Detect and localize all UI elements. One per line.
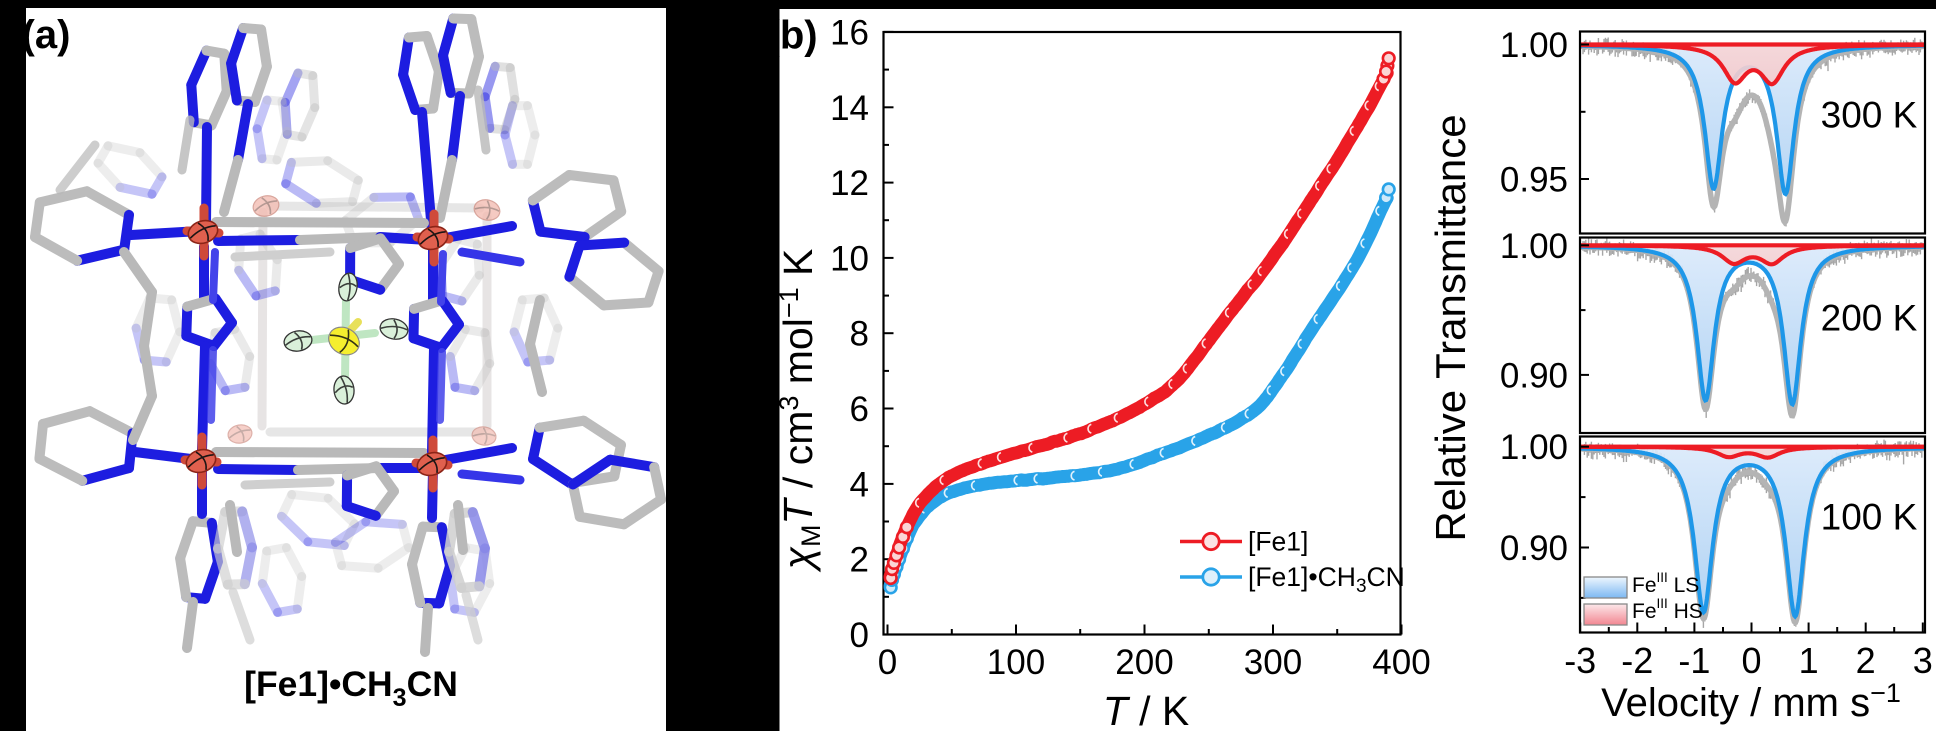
- svg-text:200: 200: [1115, 643, 1173, 682]
- svg-text:[Fe1]•CH3CN: [Fe1]•CH3CN: [1248, 562, 1405, 597]
- svg-text:0: 0: [850, 616, 869, 655]
- svg-text:1: 1: [1799, 640, 1819, 681]
- svg-text:(a): (a): [22, 13, 71, 57]
- svg-text:400: 400: [1372, 643, 1430, 682]
- svg-text:300: 300: [1244, 643, 1302, 682]
- svg-text:0.90: 0.90: [1500, 356, 1568, 395]
- svg-text:100: 100: [987, 643, 1045, 682]
- svg-text:2: 2: [850, 541, 869, 580]
- svg-text:FeIII HS: FeIII HS: [1632, 596, 1703, 623]
- svg-text:[Fe1]: [Fe1]: [1248, 527, 1308, 557]
- svg-text:3: 3: [1913, 640, 1933, 681]
- svg-text:6: 6: [850, 390, 869, 429]
- svg-text:1.00: 1.00: [1500, 428, 1568, 467]
- svg-text:10: 10: [830, 239, 869, 278]
- svg-text:1.00: 1.00: [1500, 227, 1568, 266]
- svg-text:100 K: 100 K: [1821, 497, 1918, 538]
- svg-text:-2: -2: [1621, 640, 1653, 681]
- svg-text:1.00: 1.00: [1500, 26, 1568, 65]
- svg-text:200 K: 200 K: [1821, 297, 1918, 338]
- svg-text:FeIII LS: FeIII LS: [1632, 570, 1699, 597]
- svg-text:-3: -3: [1564, 640, 1596, 681]
- svg-text:T / K: T / K: [1103, 688, 1190, 731]
- svg-text:0: 0: [1741, 640, 1761, 681]
- svg-text:4: 4: [850, 465, 869, 504]
- svg-text:14: 14: [830, 89, 869, 128]
- svg-text:0.95: 0.95: [1500, 161, 1568, 200]
- svg-text:0.90: 0.90: [1500, 529, 1568, 568]
- svg-text:-1: -1: [1678, 640, 1710, 681]
- svg-text:Relative Transmittance: Relative Transmittance: [1427, 114, 1474, 541]
- svg-text:16: 16: [830, 13, 869, 52]
- svg-text:(b): (b): [767, 14, 818, 58]
- svg-text:300 K: 300 K: [1821, 94, 1918, 135]
- svg-text:Velocity / mm s−1: Velocity / mm s−1: [1601, 678, 1901, 725]
- svg-text:2: 2: [1856, 640, 1876, 681]
- svg-text:8: 8: [850, 315, 869, 354]
- svg-text:12: 12: [830, 164, 869, 203]
- svg-text:0: 0: [878, 643, 897, 682]
